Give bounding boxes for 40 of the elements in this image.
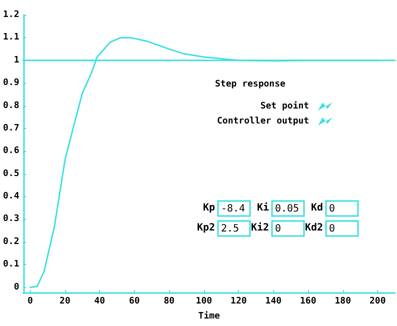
legend-label: Controller output <box>216 116 310 126</box>
x-tick-label: 160 <box>300 296 316 306</box>
annotation: Ki <box>256 202 269 214</box>
x-tick-label: 100 <box>196 296 212 306</box>
x-tick-label: 40 <box>94 296 106 306</box>
annotation: 0 <box>329 204 336 214</box>
x-tick-label: 80 <box>164 296 175 306</box>
y-tick-label: 0.3 <box>2 214 20 224</box>
x-tick-label: 60 <box>129 296 140 306</box>
y-tick-label: 0 <box>14 282 20 292</box>
legend-title: Step response <box>215 80 286 90</box>
y-tick-label: 1 <box>14 55 20 66</box>
y-tick-label: 1.1 <box>2 32 20 43</box>
legend-label: Set point <box>260 100 310 112</box>
x-tick-label: 180 <box>334 296 352 306</box>
annotation: 0 <box>275 224 282 234</box>
annotation: Kp2 <box>196 222 215 234</box>
y-tick-label: 0.8 <box>2 100 20 111</box>
y-tick-label: 0.1 <box>2 260 20 270</box>
x-tick-label: 0 <box>27 296 33 306</box>
x-tick-label: 120 <box>230 296 247 306</box>
annotation: -8.4 <box>221 204 246 214</box>
x-tick-label: 140 <box>265 296 282 306</box>
annotation: 0 <box>329 224 336 234</box>
annotation: 2.5 <box>221 224 240 234</box>
x-tick-label: 200 <box>369 296 386 306</box>
annotation: Ki2 <box>250 222 269 234</box>
y-tick-label: 0.2 <box>2 236 20 247</box>
y-tick-label: 1.2 <box>2 10 20 20</box>
annotation: Kd2 <box>304 222 323 234</box>
annotation: 0.05 <box>275 204 300 214</box>
y-tick-label: 0.9 <box>2 78 20 88</box>
y-tick-label: 0.4 <box>2 192 20 202</box>
x-axis-title: Time <box>198 310 221 322</box>
x-tick-label: 20 <box>60 296 70 306</box>
y-tick-label: 0.7 <box>2 123 20 134</box>
y-tick-label: 0.5 <box>2 168 20 179</box>
annotation: Kd <box>310 202 323 214</box>
annotation: Kp <box>202 202 215 214</box>
y-tick-label: 0.6 <box>2 146 20 156</box>
